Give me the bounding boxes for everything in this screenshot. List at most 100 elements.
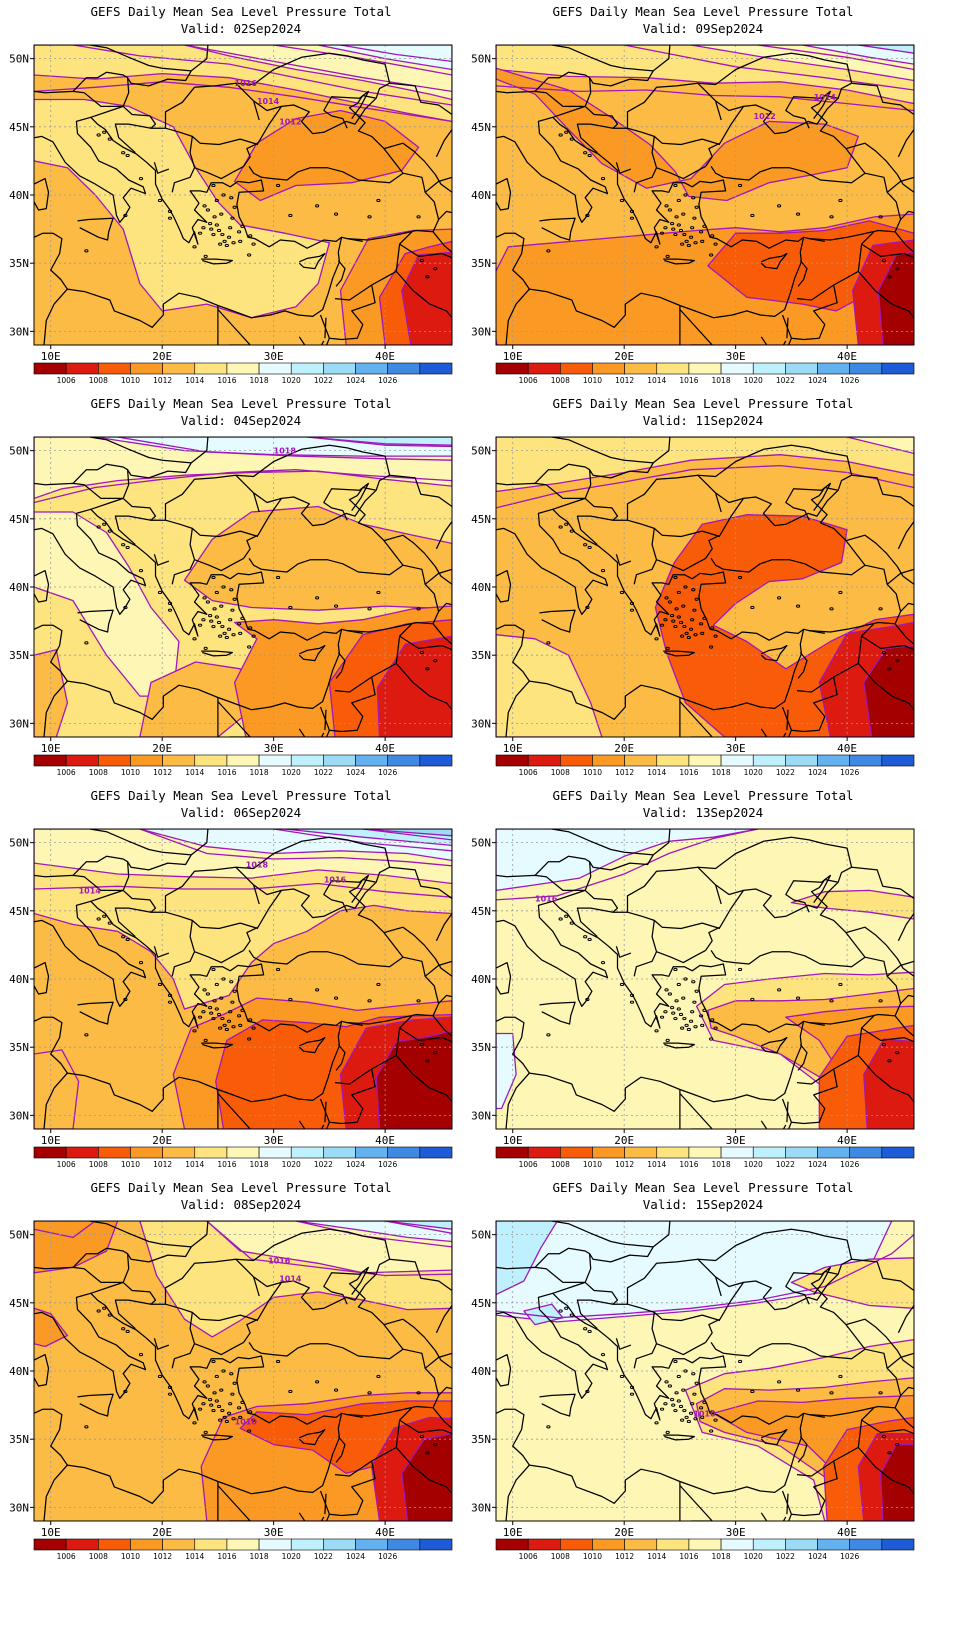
island [881, 1042, 887, 1047]
coastline [760, 644, 788, 662]
island [600, 1353, 606, 1357]
x-tick-label: 40E [837, 1134, 857, 1147]
coastline [785, 1266, 832, 1305]
coastline [164, 82, 260, 129]
coastline [323, 1266, 370, 1305]
island [238, 239, 243, 243]
island [673, 967, 678, 972]
island [713, 1418, 718, 1422]
island [231, 1417, 236, 1421]
colorbar-swatch [387, 362, 421, 375]
colorbar-swatch [752, 754, 786, 767]
coastline [424, 176, 452, 193]
island [698, 1014, 704, 1018]
colorbar-swatch [592, 1146, 625, 1159]
island [138, 177, 144, 181]
coastline [383, 1318, 452, 1369]
panel-title: GEFS Daily Mean Sea Level Pressure Total [90, 4, 392, 19]
colorbar-swatch [258, 1146, 292, 1159]
y-tick-label: 35N [9, 1433, 29, 1446]
coastline [656, 557, 706, 572]
y-tick-label: 50N [9, 445, 29, 458]
x-tick-label: 10E [503, 742, 523, 755]
colorbar-swatch [355, 362, 388, 375]
x-tick-label: 30E [726, 742, 746, 755]
island [663, 226, 668, 230]
colorbar-swatch [419, 754, 453, 767]
pressure-band [846, 437, 914, 455]
coastline [432, 1407, 452, 1429]
coastline [77, 609, 114, 633]
pressure-band [496, 1221, 558, 1296]
contour-label: 1010 [235, 1417, 258, 1426]
x-tick-label: 40E [837, 742, 857, 755]
colorbar-label: 1022 [776, 1552, 795, 1561]
colorbar-swatch [720, 1146, 754, 1159]
y-tick-label: 30N [471, 1109, 491, 1122]
coastline [656, 949, 706, 964]
coastline [697, 444, 853, 491]
island [678, 620, 684, 625]
coastline [201, 1042, 234, 1049]
island [203, 1430, 208, 1434]
coastline [786, 317, 789, 339]
island [686, 243, 691, 248]
island [247, 253, 252, 257]
island [829, 607, 834, 611]
coastline [298, 1036, 326, 1054]
colorbar-label: 1022 [314, 1552, 333, 1561]
island [211, 183, 216, 188]
island [125, 545, 130, 550]
island [238, 631, 243, 635]
coastline [243, 486, 404, 576]
coastline [43, 1072, 68, 1129]
forecast-panel: GEFS Daily Mean Sea Level Pressure Total… [0, 784, 482, 1194]
island [777, 596, 782, 600]
colorbar-swatch [98, 1146, 131, 1159]
coastline [243, 878, 404, 968]
island [197, 623, 203, 627]
coastline [323, 874, 370, 913]
island [881, 258, 887, 263]
island [276, 967, 281, 972]
coastline [323, 482, 370, 521]
island [236, 622, 242, 626]
island [84, 641, 89, 645]
coastline [760, 1512, 787, 1521]
island [192, 637, 197, 641]
island [248, 626, 253, 630]
island [671, 619, 676, 623]
coastline [324, 1493, 327, 1515]
island [96, 1309, 101, 1313]
colorbar-label: 1022 [314, 768, 333, 777]
island [276, 1359, 281, 1364]
island [123, 997, 128, 1002]
island [224, 243, 229, 248]
coastline [507, 829, 671, 892]
coastline [760, 336, 787, 345]
colorbar-label: 1008 [89, 1552, 108, 1561]
coastline [679, 701, 713, 737]
island [681, 1388, 686, 1392]
island [750, 997, 755, 1002]
panel-valid-date: Valid: 06Sep2024 [180, 805, 302, 820]
forecast-panel: GEFS Daily Mean Sea Level Pressure Total… [462, 392, 944, 802]
colorbar-swatch [323, 754, 356, 767]
colorbar-label: 1012 [615, 376, 634, 385]
coastline [809, 629, 825, 635]
coastline [399, 1027, 452, 1043]
island [416, 1391, 421, 1395]
colorbar-label: 1022 [314, 1160, 333, 1169]
coastline [787, 1121, 792, 1129]
panel-valid-date: Valid: 11Sep2024 [642, 413, 764, 428]
pressure-map: 10E 20E 30E 40E 30N 35N 40N 45N 50N 1006 1008 1010 1… [471, 436, 915, 777]
colorbar-label: 1020 [282, 768, 301, 777]
island [157, 982, 163, 987]
colorbar-label: 1010 [121, 376, 140, 385]
island [684, 239, 689, 243]
island [209, 1011, 214, 1015]
forecast-panel: GEFS Daily Mean Sea Level Pressure Total… [462, 784, 944, 1194]
colorbar-label: 1016 [217, 768, 236, 777]
coastline [803, 172, 902, 241]
contour-label: 1014 [79, 886, 102, 895]
